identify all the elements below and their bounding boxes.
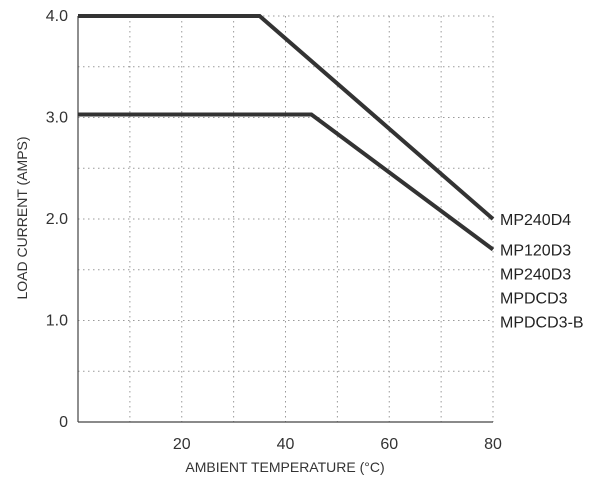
x-tick-label: 60 xyxy=(380,436,398,453)
series-label: MP240D4 xyxy=(500,212,571,229)
axes xyxy=(77,16,493,423)
x-tick-label: 80 xyxy=(484,436,502,453)
series-label: MP240D3 xyxy=(500,266,571,283)
y-tick-label: 2.0 xyxy=(46,211,68,228)
series-label: MP120D3 xyxy=(500,242,571,259)
x-tick-label: 20 xyxy=(173,436,191,453)
y-axis-title: LOAD CURRENT (AMPS) xyxy=(14,136,30,299)
y-tick-label: 0 xyxy=(59,414,68,431)
x-axis-title: AMBIENT TEMPERATURE (°C) xyxy=(185,459,384,475)
series-label: MPDCD3-B xyxy=(500,314,584,331)
series-line-2 xyxy=(78,112,495,252)
y-tick-label: 1.0 xyxy=(46,313,68,330)
tick-labels: 20 40 60 80 0 1.0 2.0 3.0 4.0 xyxy=(46,8,502,453)
series-line-1 xyxy=(78,14,495,221)
y-tick-label: 4.0 xyxy=(46,8,68,25)
series-lines xyxy=(78,14,495,252)
y-tick-label: 3.0 xyxy=(46,110,68,127)
grid xyxy=(78,15,494,422)
x-tick-label: 40 xyxy=(277,436,295,453)
series-labels: MP240D4 MP120D3 MP240D3 MPDCD3 MPDCD3-B xyxy=(500,212,584,331)
series-label: MPDCD3 xyxy=(500,290,568,307)
